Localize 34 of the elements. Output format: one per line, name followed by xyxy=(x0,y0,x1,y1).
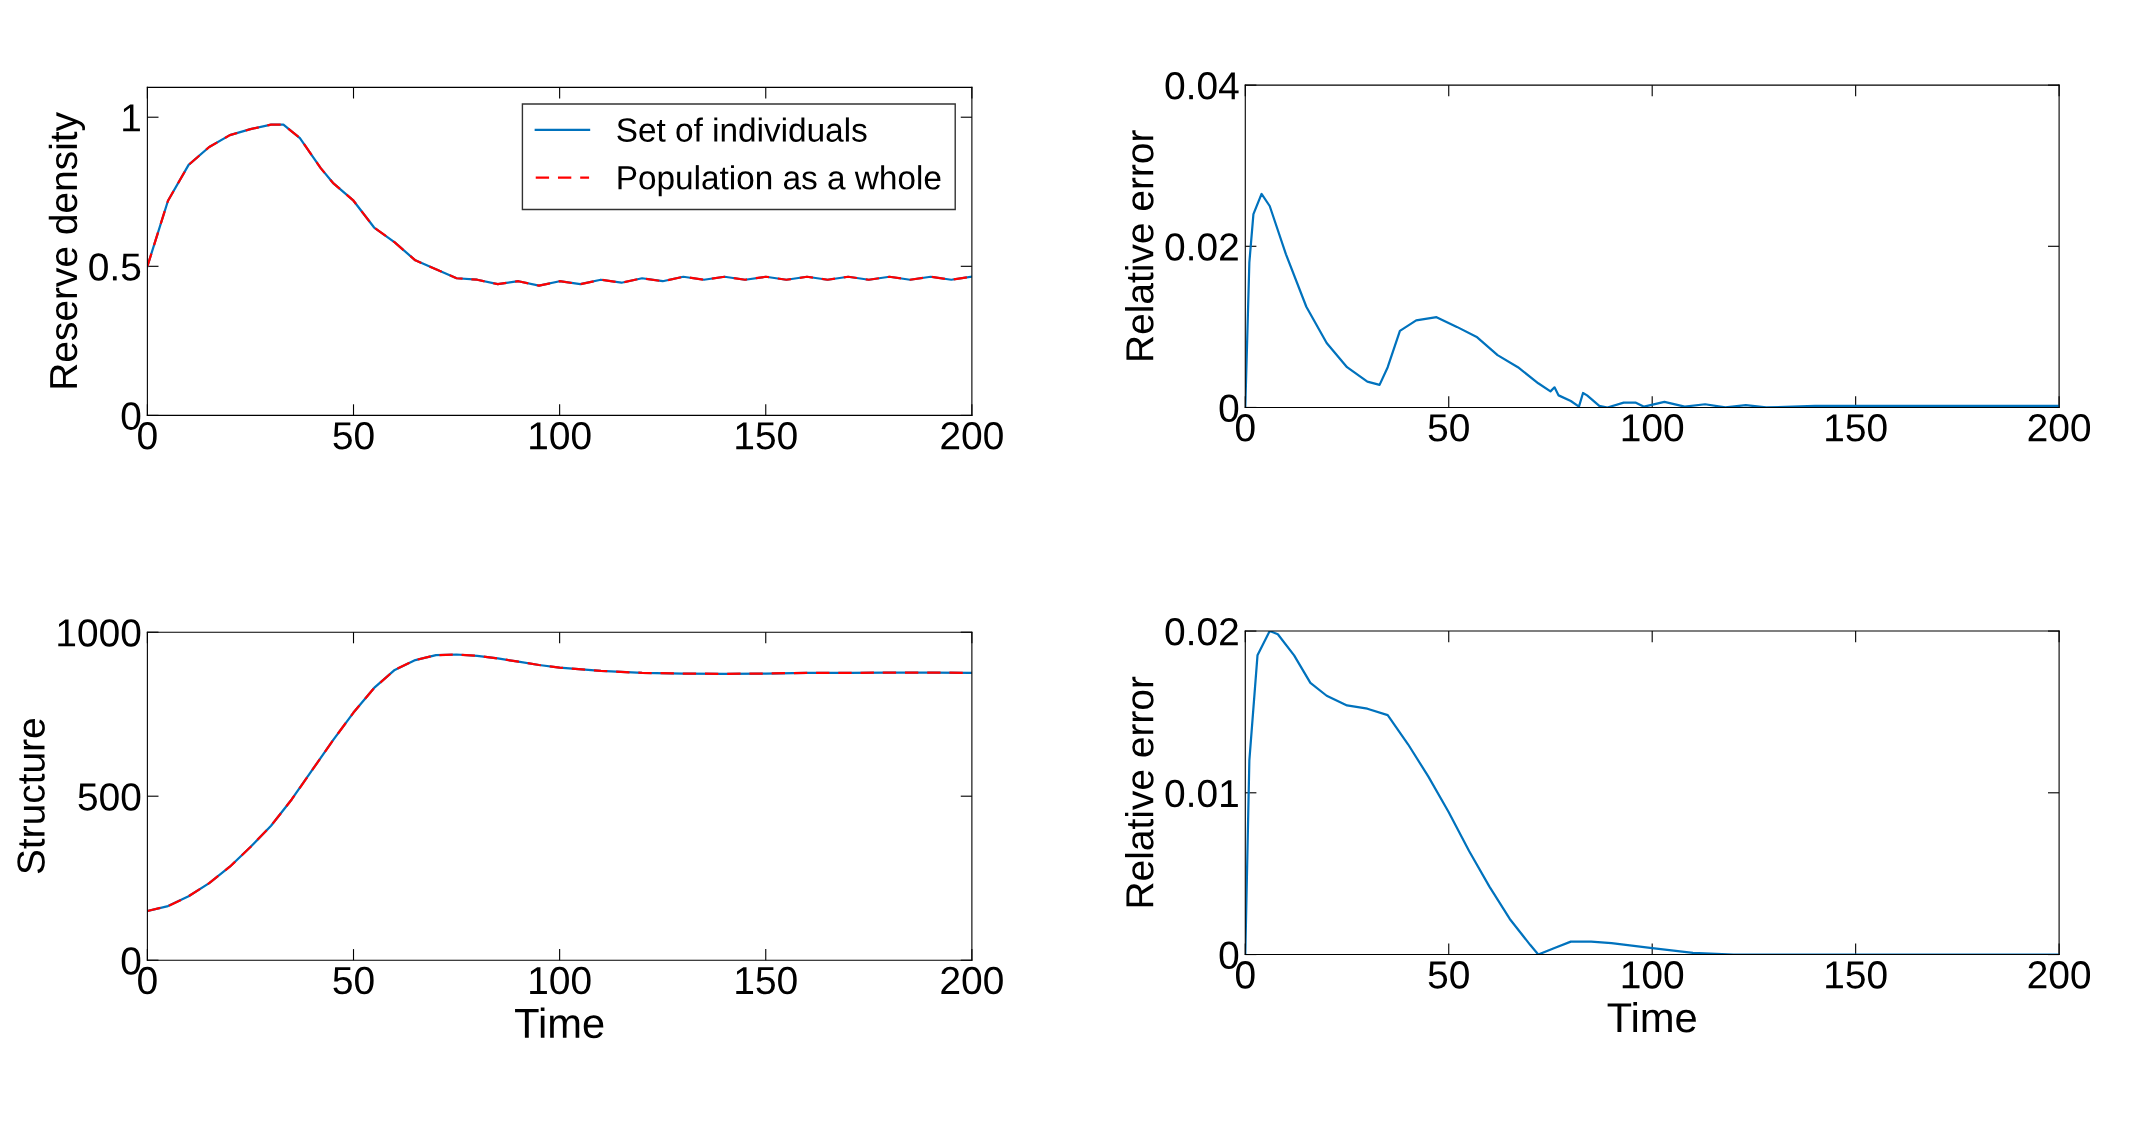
y-tick-label: 0.02 xyxy=(1165,618,1238,646)
x-tick-label: 100 xyxy=(530,421,591,450)
x-tick-label: 200 xyxy=(941,421,1003,450)
y-tick-label: 1 xyxy=(123,104,140,132)
y-tick-label: 0.04 xyxy=(1165,72,1239,100)
x-tick-label: 150 xyxy=(736,421,797,450)
line-series xyxy=(1245,631,2060,955)
x-tick-label: 150 xyxy=(1826,961,1887,989)
y-tick-label: 0.5 xyxy=(89,253,141,281)
x-tick-label: 200 xyxy=(2028,414,2091,442)
x-tick-label: 50 xyxy=(1428,414,1469,442)
x-axis-title: Time xyxy=(515,1007,604,1039)
y-tick-label: 0.01 xyxy=(1165,779,1238,808)
y-axis-title: Structure xyxy=(17,719,45,874)
y-tick-label: 0.02 xyxy=(1165,233,1238,261)
x-tick-label: 50 xyxy=(1428,961,1469,989)
x-tick-label: 200 xyxy=(941,966,1003,995)
y-axis-title: Reserve density xyxy=(48,112,85,388)
x-tick-label: 100 xyxy=(530,966,591,995)
y-tick-label: 500 xyxy=(78,783,141,811)
x-axis-title: Time xyxy=(1607,1001,1696,1033)
x-tick-label: 200 xyxy=(2028,961,2091,989)
line-series xyxy=(147,653,972,913)
x-tick-label: 150 xyxy=(736,966,797,995)
y-tick-label: 1000 xyxy=(58,619,141,647)
legend-label: Population as a whole xyxy=(618,165,941,197)
legend-label: Set of individuals xyxy=(617,117,867,142)
x-tick-label: 50 xyxy=(333,966,374,995)
y-axis-title: Relative error xyxy=(1125,676,1154,907)
x-tick-label: 50 xyxy=(333,421,374,450)
x-tick-label: 100 xyxy=(1622,414,1684,442)
y-axis-title: Relative error xyxy=(1125,130,1154,360)
x-tick-label: 150 xyxy=(1826,414,1887,442)
x-tick-label: 100 xyxy=(1622,961,1684,989)
